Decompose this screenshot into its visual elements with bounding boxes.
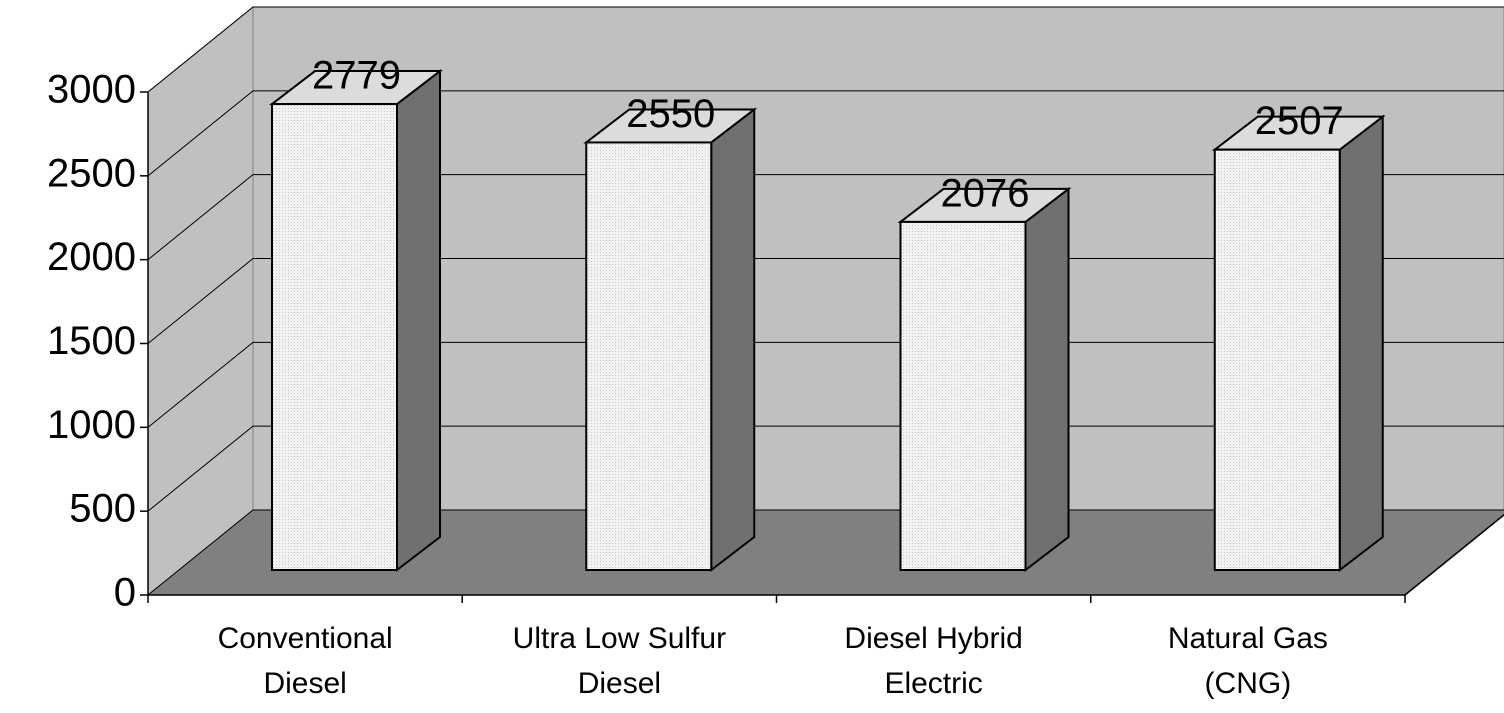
bar-side [1338,114,1384,573]
bar [899,220,1027,571]
value-label: 2779 [312,54,401,98]
grid-line [147,6,1504,93]
grid-line [147,258,1504,344]
grid-line [147,174,1504,261]
x-tick-label: Conventional Diesel [217,622,393,700]
y-tick-label: 500 [69,487,136,531]
y-tick-label: 0 [114,571,136,615]
x-tick-label: Diesel Hybrid Electric [844,622,1023,700]
grid-line [147,425,1504,512]
value-label: 2507 [1255,99,1344,143]
grid-line [147,90,1504,177]
y-tick-label: 2500 [47,151,136,195]
grid-line [147,509,1504,596]
floor [148,510,1504,595]
bar [585,141,713,571]
value-label: 2076 [941,171,1030,215]
bar [271,103,398,572]
bar [1213,148,1341,571]
y-tick-label: 3000 [47,68,136,112]
y-tick-label: 1500 [47,319,136,363]
bar-side [710,107,756,573]
x-axis-diag [1404,513,1504,596]
x-tick-label: Natural Gas (CNG) [1167,622,1328,700]
bar-side [1024,186,1070,573]
bar-side [396,69,441,573]
y-tick-label: 1000 [47,403,136,447]
y-tick-label: 2000 [47,235,136,279]
grid-line [147,341,1504,428]
x-tick-label: Ultra Low Sulfur Diesel [512,622,727,700]
value-label: 2550 [626,92,715,136]
